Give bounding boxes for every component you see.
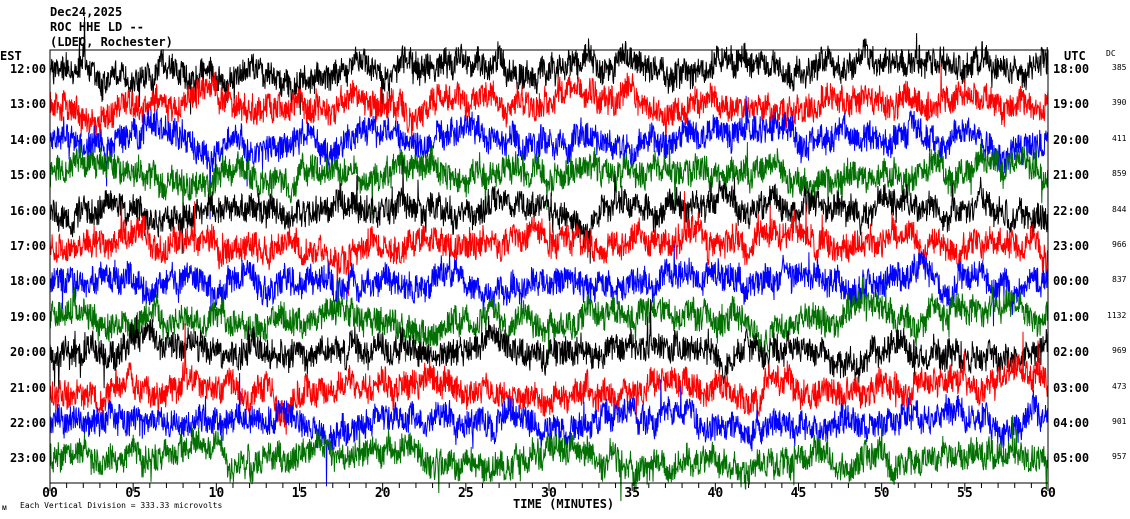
est-axis-label: EST [0,49,22,63]
utc-hour-label: 05:00 [1053,451,1090,466]
trace-1 [49,63,1049,156]
trace-2 [49,95,1049,220]
utc-hour-label: 22:00 [1053,203,1090,218]
trace-8 [49,299,1049,393]
dc-value: 385 [1112,63,1127,72]
x-tick-label: 00 [42,486,58,501]
trace-9 [49,323,1049,435]
est-hour-label: 13:00 [10,97,47,112]
dc-value: 411 [1112,133,1127,143]
trace-6 [49,244,1049,327]
trace-7 [49,276,1049,362]
est-hour-label: 16:00 [10,203,47,218]
x-tick-label: 15 [292,486,308,501]
dc-value: 957 [1112,452,1127,462]
utc-hour-label: 20:00 [1053,132,1090,147]
trace-5 [49,190,1049,296]
x-axis-title: TIME (MINUTES) [513,497,615,511]
trace-3 [49,141,1049,223]
dc-value: 837 [1112,275,1127,285]
x-tick-label: 05 [125,486,141,501]
est-hour-label: 20:00 [10,345,47,360]
est-hour-label: 19:00 [10,309,47,324]
utc-hour-label: 23:00 [1053,239,1090,253]
utc-hour-label: 02:00 [1053,345,1090,360]
utc-hour-label: 03:00 [1053,380,1090,395]
est-hour-label: 21:00 [10,380,47,395]
trace-0 [49,16,1049,116]
dc-value: 969 [1112,346,1127,356]
est-hour-label: 15:00 [10,168,47,183]
x-tick-label: 50 [874,486,890,501]
trace-4 [49,159,1049,264]
utc-hour-label: 19:00 [1053,97,1090,112]
dc-value: 390 [1112,98,1127,108]
dc-value: 473 [1112,381,1127,391]
corner-mark: ᴍ [2,503,7,512]
est-hour-label: 14:00 [10,132,47,147]
x-tick-label: 40 [708,486,724,501]
dc-value: 1132 [1107,310,1127,320]
utc-hour-label: 21:00 [1053,168,1090,183]
est-hour-label: 17:00 [10,239,47,253]
utc-hour-label: 01:00 [1053,309,1090,324]
x-tick-label: 20 [375,486,391,501]
dc-value: 844 [1112,204,1127,214]
utc-hour-label: 00:00 [1053,274,1090,289]
network-label: (LDEO, Rochester) [50,35,173,49]
trace-11 [49,415,1049,502]
date-label: Dec24,2025 [50,5,123,19]
est-hour-label: 22:00 [10,416,47,430]
utc-hour-label: 04:00 [1053,416,1090,430]
utc-hour-label: 18:00 [1053,62,1090,76]
dc-value: 859 [1112,169,1127,179]
dc-column-label: DC [1106,49,1116,58]
utc-axis-label: UTC [1064,49,1086,63]
x-tick-label: 10 [209,486,225,501]
x-tick-label: 45 [791,486,807,501]
dc-value: 901 [1112,417,1127,426]
station-label: ROC HHE LD -- [50,20,144,34]
x-tick-label: 25 [458,486,474,501]
x-tick-label: 60 [1040,486,1056,501]
est-hour-label: 23:00 [10,451,47,466]
est-hour-label: 18:00 [10,274,47,289]
x-tick-label: 35 [624,486,640,501]
est-hour-label: 12:00 [10,62,47,76]
x-tick-label: 55 [957,486,973,501]
x-tick-label: 30 [541,486,557,501]
scale-text: Each Vertical Division = 333.33 microvol… [20,501,223,510]
dc-value: 966 [1112,240,1127,249]
